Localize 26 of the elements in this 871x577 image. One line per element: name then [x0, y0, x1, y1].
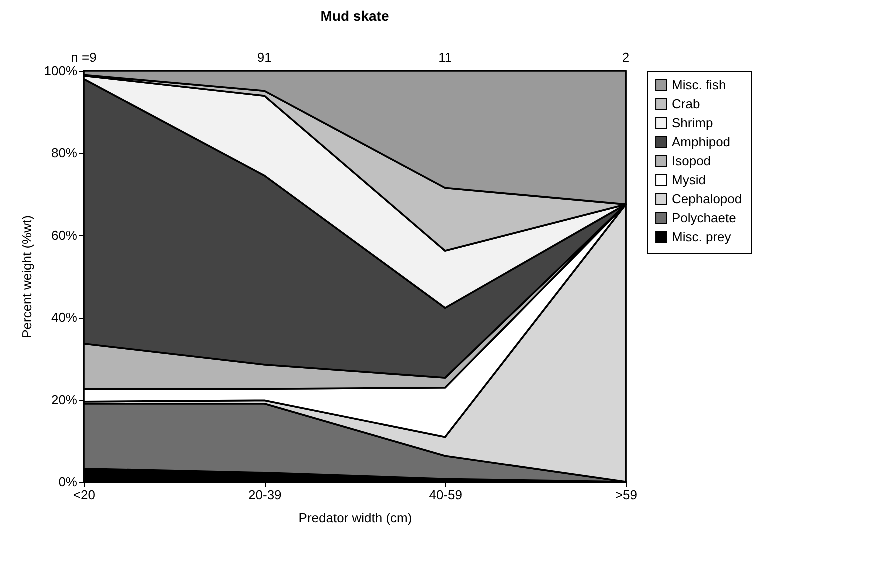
legend-label: Mysid [672, 172, 706, 188]
legend-label: Polychaete [672, 210, 736, 226]
y-axis-title: Percent weight (%wt) [19, 216, 34, 338]
text: n =9 [71, 50, 97, 65]
y-tick-label: 20% [51, 392, 78, 408]
legend-label: Crab [672, 96, 700, 112]
x-tick-label: <20 [73, 488, 96, 502]
legend-label: Amphipod [672, 134, 731, 150]
x-tick-label: >59 [615, 488, 638, 502]
text: 2 [622, 50, 630, 65]
legend-label: Isopod [672, 154, 712, 168]
chart-title: Mud skate [320, 8, 390, 24]
y-tick-label: 40% [51, 310, 78, 326]
x-tick-label: 40-59 [429, 488, 462, 502]
text: 11 [438, 50, 452, 65]
y-tick-label: 60% [51, 228, 78, 243]
legend-label: Misc. prey [672, 230, 732, 244]
y-tick-label: 80% [51, 146, 78, 161]
legend-label: Misc. fish [672, 78, 726, 92]
x-axis-title: Predator width (cm) [298, 510, 412, 526]
legend-label: Cephalopod [672, 192, 742, 206]
text: 91 [257, 50, 272, 65]
legend-label: Shrimp [672, 116, 714, 130]
y-tick-label: 100% [44, 64, 78, 78]
x-tick-label: 20-39 [248, 488, 282, 502]
y-tick-label: 0% [58, 474, 78, 490]
